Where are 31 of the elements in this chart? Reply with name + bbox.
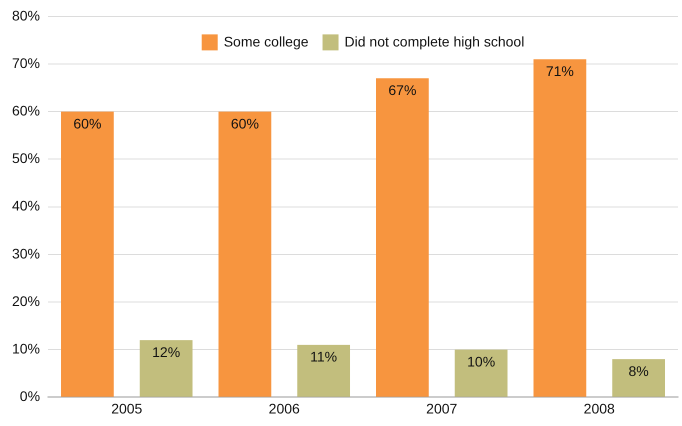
data-label: 12% xyxy=(152,344,180,360)
y-tick-label: 20% xyxy=(12,292,40,309)
data-label: 10% xyxy=(467,353,496,370)
bar xyxy=(61,112,114,397)
bar xyxy=(534,59,586,397)
bar xyxy=(612,359,666,397)
data-label: 8% xyxy=(628,362,649,379)
bar xyxy=(376,78,429,397)
y-tick-label: 80% xyxy=(12,7,40,24)
data-label: 11% xyxy=(310,348,338,365)
x-tick-label: 2008 xyxy=(584,400,616,416)
y-tick-label: 40% xyxy=(12,198,40,214)
x-tick-label: 2007 xyxy=(426,400,458,416)
bar xyxy=(454,350,508,397)
y-tick-label: 50% xyxy=(12,150,40,166)
data-label: 67% xyxy=(388,82,416,98)
x-tick-label: 2005 xyxy=(111,400,143,416)
data-label: 71% xyxy=(546,63,574,80)
legend-label: Some college xyxy=(224,33,309,50)
y-tick-label: 70% xyxy=(12,54,40,71)
bar xyxy=(218,112,272,397)
bar xyxy=(140,340,193,397)
data-label: 60% xyxy=(230,115,259,132)
y-tick-label: 60% xyxy=(12,102,40,118)
data-label: 60% xyxy=(73,115,102,132)
legend-label: Did not complete high school xyxy=(344,33,524,50)
y-tick-label: 0% xyxy=(20,388,40,404)
y-tick-label: 10% xyxy=(12,340,40,356)
bar xyxy=(297,344,350,397)
x-tick-label: 2006 xyxy=(268,400,300,416)
y-tick-label: 30% xyxy=(12,245,40,262)
